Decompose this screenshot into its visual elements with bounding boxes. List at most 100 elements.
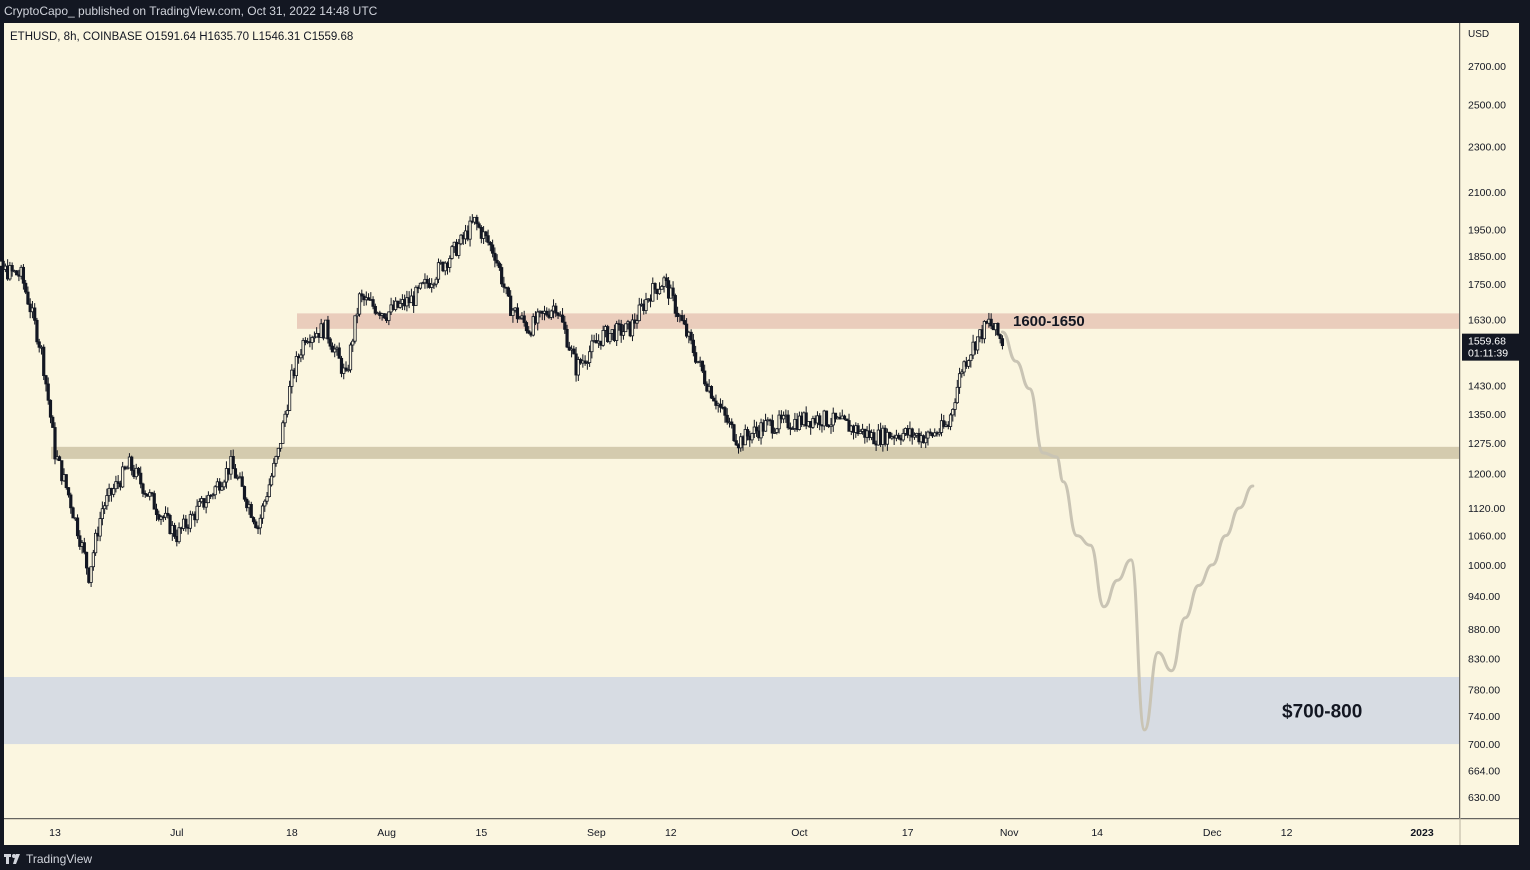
y-tick-label: 1275.00	[1468, 438, 1506, 450]
candle-body	[33, 307, 37, 321]
x-tick-label: Jul	[170, 827, 183, 839]
candle-body	[373, 305, 377, 314]
candle-body	[218, 481, 222, 491]
candle-body	[414, 286, 418, 306]
candle-body	[937, 432, 941, 435]
candle-body	[590, 340, 594, 353]
candle-body	[770, 420, 774, 434]
candle-body	[772, 432, 777, 434]
x-tick-label: 13	[49, 827, 61, 839]
candle-body	[468, 220, 472, 240]
candle-body	[955, 386, 959, 404]
candle-body	[608, 332, 612, 343]
last-price-badge	[1462, 333, 1519, 361]
candle-body	[502, 283, 506, 288]
candle-body	[1, 260, 5, 270]
y-tick-label: 1120.00	[1468, 503, 1505, 515]
candle-body	[556, 312, 560, 316]
candle-body	[206, 494, 210, 504]
candle-body	[342, 367, 346, 374]
x-tick-label: Dec	[1203, 827, 1222, 839]
candle-body	[60, 460, 64, 482]
candle-body	[563, 321, 567, 330]
candle-body	[177, 527, 181, 543]
candle-body	[976, 336, 980, 351]
candle-body	[497, 262, 501, 268]
candle-body	[960, 371, 964, 375]
candle-body	[260, 505, 265, 519]
x-tick-label: 18	[286, 827, 298, 839]
candle-body	[588, 351, 592, 363]
candle-body	[953, 402, 957, 410]
candle-body	[233, 468, 238, 479]
candle-body	[651, 283, 655, 302]
candle-body	[64, 474, 68, 488]
x-tick-label: 14	[1091, 827, 1103, 839]
y-tick-label: 780.00	[1468, 685, 1500, 697]
last-price-label: 1559.68	[1468, 336, 1506, 348]
candle-body	[154, 508, 159, 515]
candle-body	[585, 362, 589, 364]
candle-body	[531, 316, 535, 336]
projection-path	[1000, 330, 1255, 732]
candle-body	[326, 319, 330, 340]
candle-body	[712, 397, 716, 402]
candle-body	[436, 262, 441, 280]
candle-body	[366, 297, 371, 301]
candle-body	[114, 481, 118, 490]
candle-body	[653, 283, 657, 290]
candle-body	[818, 415, 822, 426]
candle-body	[42, 346, 46, 377]
candle-body	[484, 231, 488, 237]
candle-body	[285, 410, 289, 415]
candle-body	[105, 495, 109, 507]
y-tick-label: 740.00	[1468, 711, 1500, 723]
candle-body	[750, 433, 754, 441]
candle-body	[240, 476, 244, 487]
candle-body	[213, 486, 217, 496]
x-tick-label: 12	[665, 827, 677, 839]
y-tick-label: 940.00	[1468, 591, 1500, 603]
candle-body	[312, 336, 317, 339]
candle-body	[630, 319, 635, 337]
candle-body	[824, 410, 829, 426]
tradingview-logo[interactable]: TradingView	[4, 852, 92, 866]
candle-body	[184, 518, 188, 528]
candle-body	[432, 283, 436, 286]
candle-body	[615, 323, 619, 341]
y-tick-label: 2700.00	[1468, 61, 1506, 73]
x-tick-label: Aug	[377, 827, 396, 839]
candle-body	[637, 304, 641, 322]
candle-body	[130, 456, 134, 471]
candle-body	[786, 414, 790, 429]
candle-body	[912, 434, 917, 438]
y-tick-label: 830.00	[1468, 654, 1500, 666]
price-axis-unit: USD	[1468, 29, 1489, 40]
candle-body	[448, 258, 452, 268]
candle-body	[486, 235, 490, 243]
candle-body	[718, 403, 723, 408]
candle-body	[78, 535, 82, 547]
candle-body	[425, 278, 429, 284]
candle-body	[98, 518, 102, 537]
candle-body	[136, 467, 141, 474]
candle-body	[576, 359, 580, 376]
candle-body	[398, 303, 402, 308]
candle-body	[791, 428, 795, 430]
candle-body	[103, 505, 107, 510]
candle-body	[421, 282, 425, 285]
candle-body	[148, 492, 152, 497]
candle-body	[657, 288, 662, 295]
candle-body	[583, 360, 587, 364]
candle-body	[245, 498, 249, 509]
candle-body	[966, 360, 971, 367]
candle-body	[996, 323, 1000, 336]
candle-body	[46, 383, 50, 401]
candle-body	[565, 328, 569, 348]
price-axis	[1460, 23, 1519, 818]
y-tick-label: 1750.00	[1468, 279, 1506, 291]
candle-body	[258, 517, 262, 529]
candle-body	[942, 420, 946, 427]
candle-body	[21, 266, 26, 284]
